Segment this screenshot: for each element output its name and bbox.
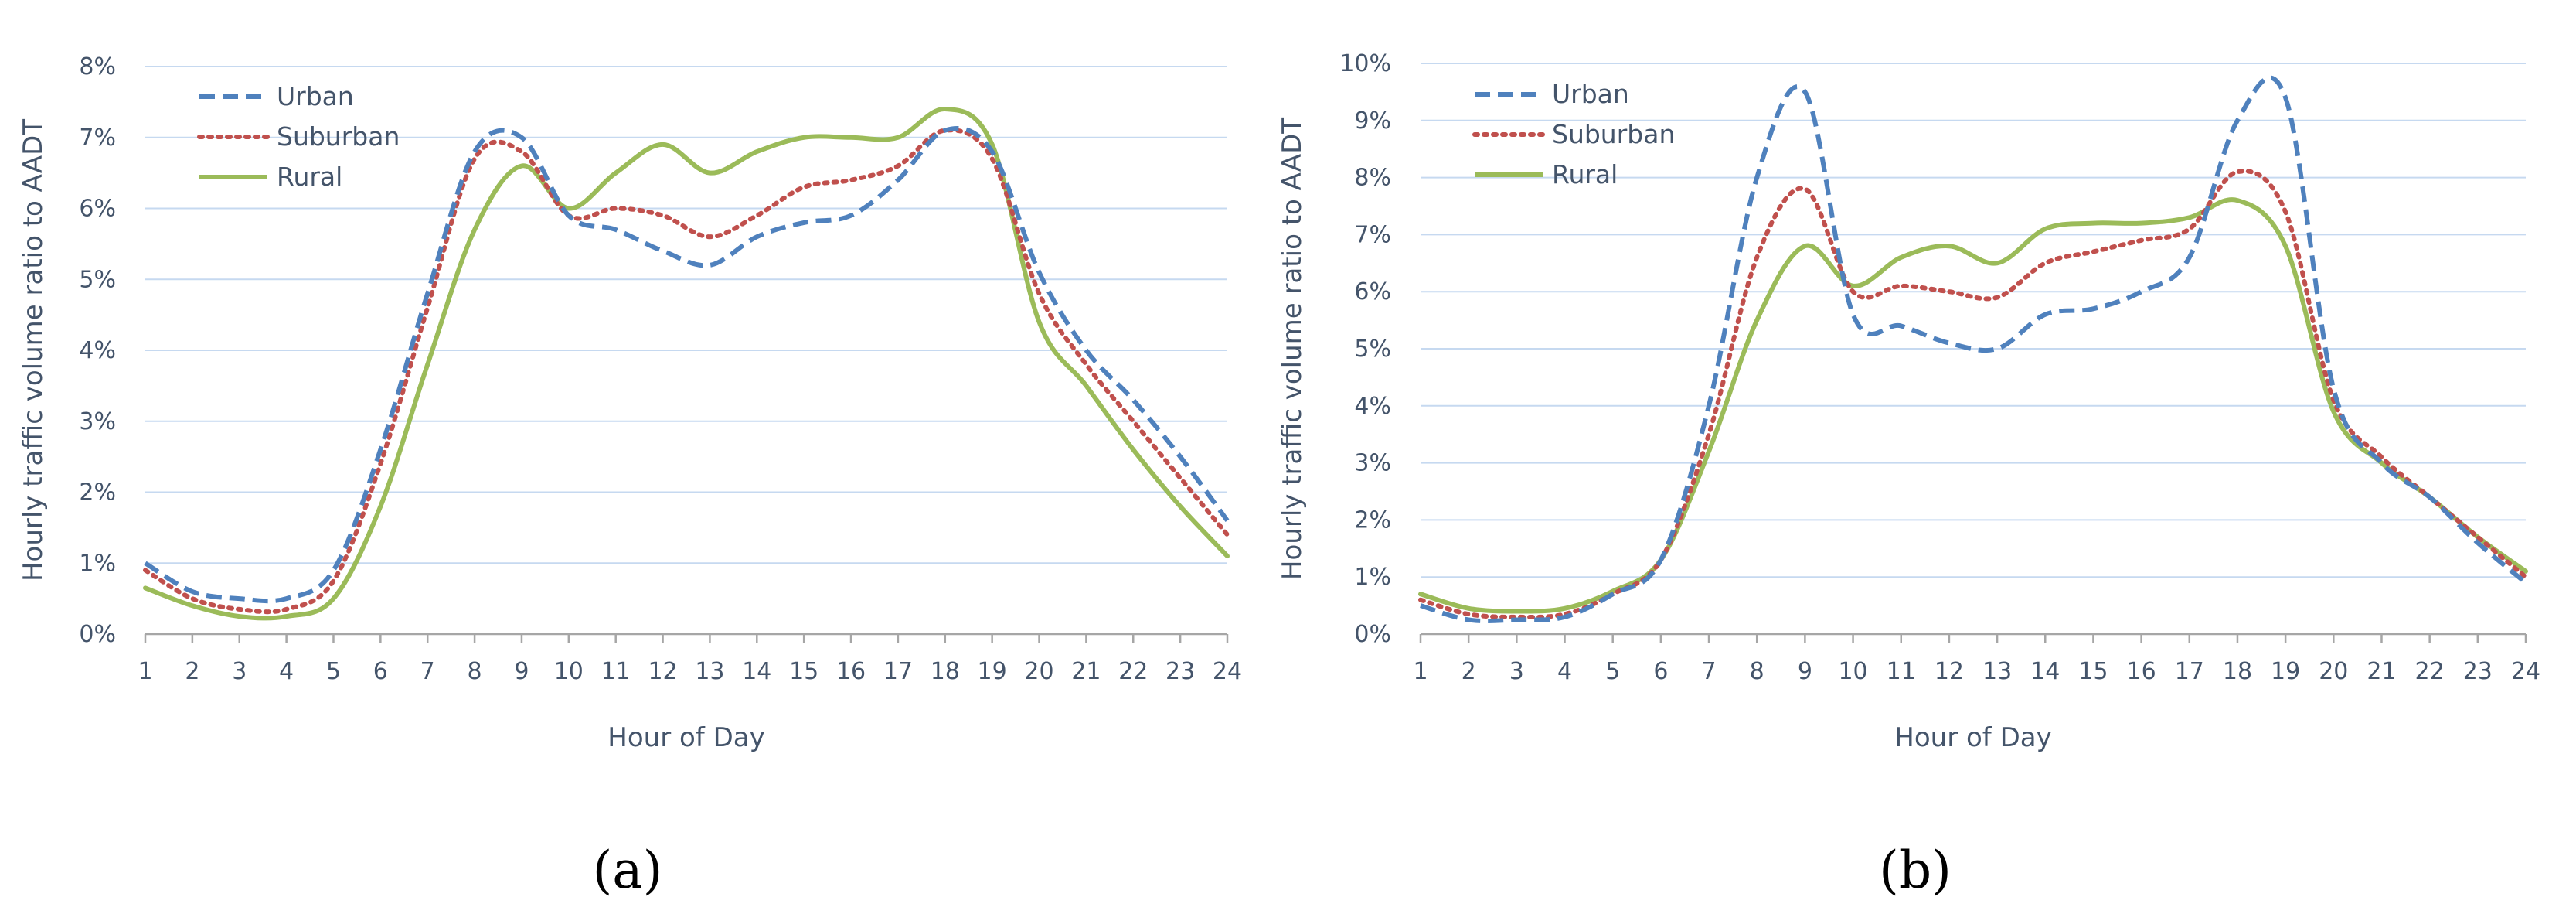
y-tick-label-b-4: 4%: [1354, 393, 1391, 420]
y-tick-label-a-8: 8%: [79, 53, 116, 80]
y-tick-label-b-2: 2%: [1354, 506, 1391, 534]
y-tick-label-b-0: 0%: [1354, 621, 1391, 648]
x-tick-label-a-8: 9: [514, 658, 529, 685]
x-tick-label-a-20: 21: [1071, 658, 1101, 685]
x-axis-title-a: Hour of Day: [607, 722, 764, 753]
x-tick-label-a-17: 18: [931, 658, 960, 685]
x-tick-label-b-17: 18: [2223, 658, 2252, 685]
legend-label-a-rural: Rural: [277, 162, 342, 192]
x-tick-label-a-21: 22: [1118, 658, 1148, 685]
x-tick-label-a-1: 2: [185, 658, 199, 685]
x-tick-label-b-21: 22: [2415, 658, 2445, 685]
y-axis-title-a: Hourly traffic volume ratio to AADT: [18, 119, 49, 581]
legend-label-b-rural: Rural: [1552, 159, 1618, 189]
legend-label-b-suburban: Suburban: [1552, 119, 1675, 149]
x-tick-label-a-6: 7: [420, 658, 435, 685]
x-tick-label-b-19: 20: [2319, 658, 2348, 685]
x-tick-label-a-7: 8: [468, 658, 482, 685]
chart-panel-a: 0%1%2%3%4%5%6%7%8% 1 2 3 4 5 6 7 8 9 10 11 12 13 14 15…: [18, 53, 1242, 753]
series-line-a-suburban: [143, 128, 1230, 615]
series-line-b-urban: [1420, 75, 2527, 624]
y-tick-label-b-6: 6%: [1354, 278, 1391, 305]
y-axis-title-b: Hourly traffic volume ratio to AADT: [1277, 118, 1308, 580]
y-tick-label-a-6: 6%: [79, 196, 116, 223]
legend-label-b-urban: Urban: [1552, 79, 1629, 109]
x-tick-label-b-18: 19: [2271, 658, 2300, 685]
x-tick-label-b-13: 14: [2030, 658, 2060, 685]
x-tick-label-b-11: 12: [1935, 658, 1964, 685]
y-tick-label-b-3: 3%: [1354, 450, 1391, 477]
x-tick-label-b-10: 11: [1887, 658, 1916, 685]
y-tick-label-a-4: 4%: [79, 337, 116, 364]
y-tick-label-a-2: 2%: [79, 479, 116, 506]
series-line-b-rural: [1418, 197, 2528, 614]
x-tick-label-b-7: 8: [1750, 658, 1764, 685]
legend-a: Urban Suburban Rural: [197, 81, 400, 192]
y-tick-label-a-5: 5%: [79, 266, 116, 293]
x-tick-label-a-15: 16: [836, 658, 866, 685]
x-tick-label-b-2: 3: [1509, 658, 1524, 685]
y-tick-label-b-9: 9%: [1354, 107, 1391, 135]
x-tick-label-b-8: 9: [1798, 658, 1812, 685]
chart-panel-b: 0%1%2%3%4%5%6%7%8%9%10% 1 2 3 4 5 6 7 8 9 10 11 12 1…: [1277, 50, 2540, 753]
x-tick-label-b-16: 17: [2175, 658, 2204, 685]
x-axis-title-b: Hour of Day: [1894, 722, 2051, 753]
x-tick-label-a-23: 24: [1213, 658, 1242, 685]
y-tick-label-b-8: 8%: [1354, 165, 1391, 192]
x-tick-label-a-10: 11: [601, 658, 631, 685]
x-tick-label-b-15: 16: [2127, 658, 2156, 685]
x-tick-label-a-14: 15: [789, 658, 818, 685]
y-tick-label-a-3: 3%: [79, 408, 116, 435]
x-tick-label-a-4: 5: [326, 658, 341, 685]
y-tick-label-b-1: 1%: [1354, 564, 1391, 591]
series-line-a-urban: [144, 126, 1230, 604]
x-tick-label-b-5: 6: [1653, 658, 1668, 685]
x-tick-label-a-16: 17: [883, 658, 913, 685]
x-tick-label-a-9: 10: [554, 658, 584, 685]
caption-b: (b): [1879, 841, 1952, 900]
x-tick-label-a-22: 23: [1165, 658, 1195, 685]
x-tick-label-a-12: 13: [695, 658, 724, 685]
y-tick-label-b-10: 10%: [1339, 50, 1391, 77]
y-tick-label-a-0: 0%: [79, 621, 116, 648]
x-tick-label-a-19: 20: [1024, 658, 1053, 685]
x-tick-label-a-5: 6: [373, 658, 388, 685]
y-tick-label-a-1: 1%: [79, 550, 116, 577]
series-line-a-rural: [143, 107, 1230, 621]
x-tick-label-b-12: 13: [1982, 658, 2012, 685]
x-tick-label-b-20: 21: [2367, 658, 2396, 685]
x-tick-label-b-9: 10: [1838, 658, 1867, 685]
series-line-b-suburban: [1418, 169, 2528, 620]
x-tick-label-b-14: 15: [2078, 658, 2108, 685]
x-tick-label-b-0: 1: [1413, 658, 1428, 685]
x-tick-label-a-18: 19: [978, 658, 1007, 685]
legend-label-a-suburban: Suburban: [277, 121, 400, 152]
y-tick-label-a-7: 7%: [79, 124, 116, 152]
caption-a: (a): [593, 841, 663, 900]
x-tick-label-a-0: 1: [138, 658, 152, 685]
x-tick-label-a-2: 3: [232, 658, 247, 685]
x-tick-label-b-3: 4: [1557, 658, 1572, 685]
x-tick-label-b-22: 23: [2463, 658, 2493, 685]
x-tick-label-a-11: 12: [648, 658, 677, 685]
y-tick-label-b-7: 7%: [1354, 221, 1391, 248]
y-tick-label-b-5: 5%: [1354, 336, 1391, 363]
x-tick-label-a-13: 14: [742, 658, 771, 685]
x-tick-label-a-3: 4: [279, 658, 294, 685]
x-tick-label-b-23: 24: [2511, 658, 2540, 685]
x-tick-label-b-6: 7: [1701, 658, 1716, 685]
x-tick-label-b-4: 5: [1605, 658, 1620, 685]
x-tick-label-b-1: 2: [1462, 658, 1476, 685]
legend-b: Urban Suburban Rural: [1472, 79, 1675, 189]
legend-label-a-urban: Urban: [277, 81, 354, 111]
